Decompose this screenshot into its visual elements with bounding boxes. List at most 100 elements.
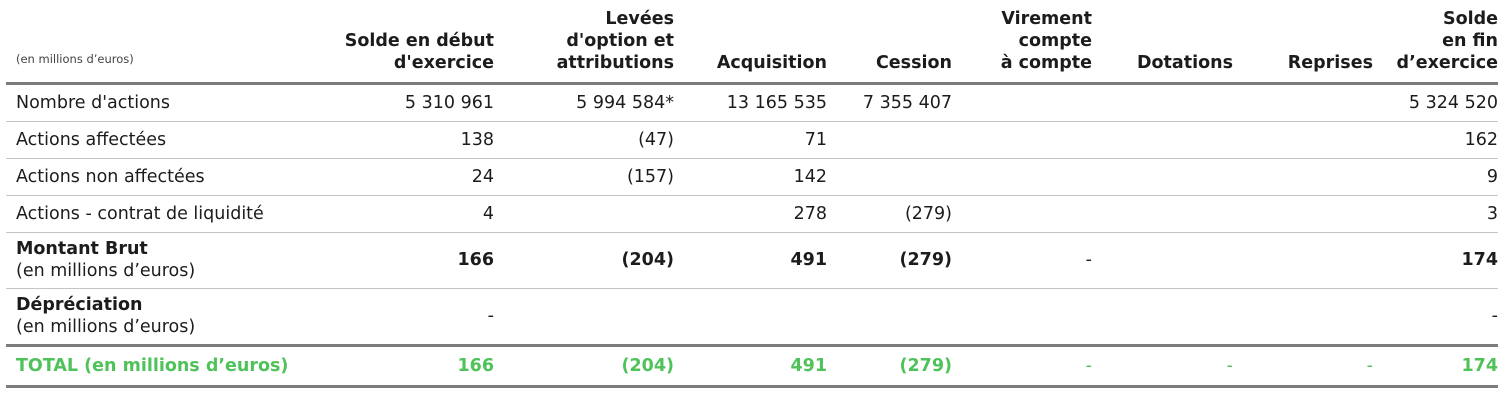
unit-note: (en millions d’euros) bbox=[16, 52, 134, 66]
cell bbox=[494, 288, 674, 347]
cell: 166 bbox=[322, 232, 494, 289]
total-cell: - bbox=[1233, 345, 1373, 388]
col-header-dotations: Dotations bbox=[1092, 0, 1233, 84]
cell bbox=[952, 121, 1092, 159]
treasury-shares-table-container: (en millions d’euros) Solde en début d'e… bbox=[6, 0, 1506, 388]
col-header-line: Reprises bbox=[1287, 53, 1373, 73]
cell bbox=[674, 288, 827, 347]
cell bbox=[1092, 288, 1233, 347]
row-label: Actions affectées bbox=[6, 121, 322, 159]
col-header-line: en fin bbox=[1442, 31, 1498, 51]
row-label-unit: (en millions d’euros) bbox=[16, 261, 196, 281]
col-header-line: à compte bbox=[1000, 53, 1092, 73]
col-header-solde-debut: Solde en début d'exercice bbox=[322, 0, 494, 84]
row-label: Nombre d'actions bbox=[6, 83, 322, 122]
cell bbox=[1233, 232, 1373, 289]
cell bbox=[952, 195, 1092, 233]
col-header-line: d'exercice bbox=[393, 53, 494, 73]
cell bbox=[952, 83, 1092, 122]
cell bbox=[1233, 195, 1373, 233]
row-label: Actions non affectées bbox=[6, 158, 322, 196]
cell: (47) bbox=[494, 121, 674, 159]
total-cell: (204) bbox=[494, 345, 674, 388]
cell: (157) bbox=[494, 158, 674, 196]
total-cell: 166 bbox=[322, 345, 494, 388]
table-header-row: (en millions d’euros) Solde en début d'e… bbox=[6, 0, 1498, 84]
cell: 491 bbox=[674, 232, 827, 289]
cell: 138 bbox=[322, 121, 494, 159]
total-cell: (279) bbox=[827, 345, 952, 388]
cell bbox=[1092, 121, 1233, 159]
cell: 5 310 961 bbox=[322, 83, 494, 122]
row-label: Montant Brut (en millions d’euros) bbox=[6, 232, 322, 289]
cell: - bbox=[952, 232, 1092, 289]
total-cell: 491 bbox=[674, 345, 827, 388]
col-header-cession: Cession bbox=[827, 0, 952, 84]
table-row-contrat-liquidite: Actions - contrat de liquidité 4 278 (27… bbox=[6, 195, 1498, 233]
cell: 24 bbox=[322, 158, 494, 196]
treasury-shares-table: (en millions d’euros) Solde en début d'e… bbox=[6, 0, 1498, 388]
total-cell: 174 bbox=[1373, 345, 1498, 388]
col-header-reprises: Reprises bbox=[1233, 0, 1373, 84]
table-row-actions-non-affectees: Actions non affectées 24 (157) 142 9 bbox=[6, 158, 1498, 196]
col-header-acquisition: Acquisition bbox=[674, 0, 827, 84]
cell bbox=[952, 288, 1092, 347]
cell: 9 bbox=[1373, 158, 1498, 196]
cell bbox=[1092, 158, 1233, 196]
cell bbox=[827, 121, 952, 159]
cell bbox=[827, 158, 952, 196]
row-label: Dépréciation (en millions d’euros) bbox=[6, 288, 322, 347]
table-row-nombre-actions: Nombre d'actions 5 310 961 5 994 584* 13… bbox=[6, 83, 1498, 122]
total-cell: - bbox=[1092, 345, 1233, 388]
col-header-line: Solde bbox=[1442, 9, 1498, 29]
cell: 162 bbox=[1373, 121, 1498, 159]
cell: 4 bbox=[322, 195, 494, 233]
row-label-title: Dépréciation bbox=[16, 295, 143, 315]
col-header-virement: Virement compte à compte bbox=[952, 0, 1092, 84]
cell: 278 bbox=[674, 195, 827, 233]
cell: 7 355 407 bbox=[827, 83, 952, 122]
col-header-line: compte bbox=[1018, 31, 1092, 51]
cell bbox=[1233, 288, 1373, 347]
table-row-total: TOTAL (en millions d’euros) 166 (204) 49… bbox=[6, 345, 1498, 388]
cell: 174 bbox=[1373, 232, 1498, 289]
cell: - bbox=[322, 288, 494, 347]
col-header-solde-fin: Solde en fin d’exercice bbox=[1373, 0, 1498, 84]
cell bbox=[494, 195, 674, 233]
col-header-line: d’exercice bbox=[1396, 53, 1498, 73]
col-header-line: Acquisition bbox=[716, 53, 827, 73]
cell: 142 bbox=[674, 158, 827, 196]
cell bbox=[952, 158, 1092, 196]
table-row-montant-brut: Montant Brut (en millions d’euros) 166 (… bbox=[6, 232, 1498, 289]
col-header-levees: Levées d'option et attributions bbox=[494, 0, 674, 84]
cell: 71 bbox=[674, 121, 827, 159]
row-label-title: Montant Brut bbox=[16, 239, 148, 259]
cell: (279) bbox=[827, 232, 952, 289]
col-header-line: Solde en début bbox=[344, 31, 494, 51]
row-label: Actions - contrat de liquidité bbox=[6, 195, 322, 233]
cell bbox=[1233, 158, 1373, 196]
cell bbox=[1092, 232, 1233, 289]
col-header-line: Levées bbox=[605, 9, 674, 29]
col-header-line: Dotations bbox=[1137, 53, 1233, 73]
col-header-line: attributions bbox=[556, 53, 674, 73]
cell: - bbox=[1373, 288, 1498, 347]
table-row-actions-affectees: Actions affectées 138 (47) 71 162 bbox=[6, 121, 1498, 159]
col-header-line: d'option et bbox=[566, 31, 674, 51]
cell: (204) bbox=[494, 232, 674, 289]
total-label: TOTAL (en millions d’euros) bbox=[6, 345, 322, 388]
cell: 13 165 535 bbox=[674, 83, 827, 122]
cell bbox=[1233, 83, 1373, 122]
table-row-depreciation: Dépréciation (en millions d’euros) - - bbox=[6, 288, 1498, 347]
cell: 3 bbox=[1373, 195, 1498, 233]
cell bbox=[1092, 83, 1233, 122]
cell bbox=[1233, 121, 1373, 159]
cell: (279) bbox=[827, 195, 952, 233]
total-cell: - bbox=[952, 345, 1092, 388]
col-header-line: Virement bbox=[1001, 9, 1092, 29]
cell bbox=[1092, 195, 1233, 233]
row-label-unit: (en millions d’euros) bbox=[16, 317, 196, 337]
col-header-line: Cession bbox=[875, 53, 952, 73]
cell: 5 324 520 bbox=[1373, 83, 1498, 122]
cell bbox=[827, 288, 952, 347]
